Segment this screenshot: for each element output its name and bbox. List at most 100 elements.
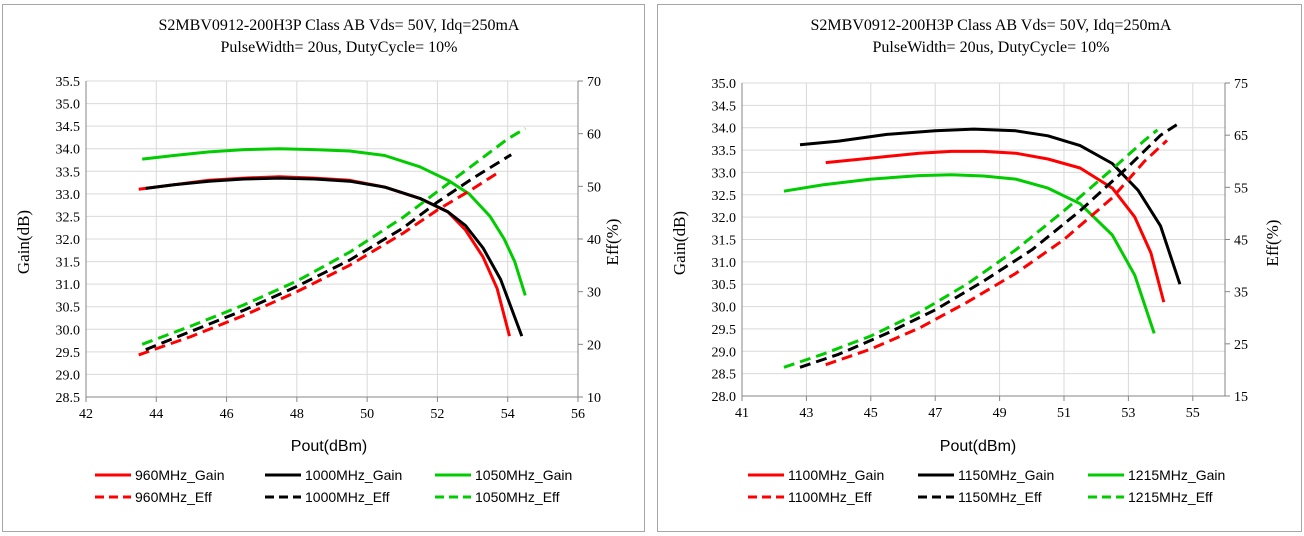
series-line-960mhz-eff — [138, 171, 499, 357]
x-tick-label: 47 — [928, 406, 942, 421]
chart-title-line2: PulseWidth= 20us, DutyCycle= 10% — [221, 39, 458, 56]
legend: 960MHz_Gain 1000MHz_Gain 1050MHz_Gain 960MH… — [95, 467, 572, 505]
legend-label: 1000MHz_Eff — [305, 489, 390, 505]
x-tick-label: 53 — [1121, 406, 1135, 421]
y-tick-label-left: 35.0 — [56, 98, 81, 113]
y-tick-label-left: 28.5 — [712, 368, 737, 383]
x-tick-label: 56 — [571, 407, 585, 422]
y-tick-label-left: 34.5 — [712, 99, 737, 114]
y-tick-label-right: 60 — [587, 128, 601, 143]
y-tick-label-right: 15 — [1234, 390, 1248, 405]
y-axis-title-right: Eff(%) — [603, 219, 622, 266]
x-tick-label: 51 — [1057, 406, 1071, 421]
y-axis-title-right: Eff(%) — [1263, 220, 1282, 267]
y-tick-label-right: 25 — [1234, 338, 1248, 353]
y-tick-label-left: 35.0 — [712, 77, 737, 92]
legend-label: 1215MHz_Gain — [1128, 467, 1225, 483]
legend-label: 1215MHz_Eff — [1128, 489, 1213, 505]
y-tick-label-left: 30.5 — [56, 301, 81, 316]
y-tick-label-right: 10 — [587, 391, 601, 406]
y-tick-label-left: 29.0 — [712, 345, 737, 360]
y-tick-label-right: 35 — [1234, 286, 1248, 301]
y-tick-label-left: 34.0 — [712, 122, 737, 137]
y-tick-label-left: 33.5 — [56, 165, 81, 180]
y-tick-label-left: 30.0 — [712, 301, 737, 316]
y-tick-label-right: 70 — [587, 75, 601, 90]
chart-svg-right: S2MBV0912-200H3P Class AB Vds= 50V, Idq=… — [670, 17, 1282, 505]
series-line-1100mhz-gain — [825, 149, 1166, 303]
legend-label: 1150MHz_Eff — [958, 489, 1042, 505]
y-tick-label-right: 50 — [587, 180, 601, 195]
y-tick-label-right: 30 — [587, 286, 601, 301]
legend-label: 1100MHz_Gain — [788, 467, 884, 483]
legend-label: 1050MHz_Gain — [475, 467, 572, 483]
y-tick-label-left: 35.5 — [56, 75, 81, 90]
chart-title-line1: S2MBV0912-200H3P Class AB Vds= 50V, Idq=… — [159, 17, 520, 34]
y-tick-label-left: 32.0 — [56, 233, 81, 248]
series-line-1100mhz-eff — [825, 139, 1169, 367]
y-tick-label-right: 45 — [1234, 234, 1248, 249]
y-tick-label-right: 65 — [1234, 129, 1248, 144]
chart-panel-left: S2MBV0912-200H3P Class AB Vds= 50V, Idq=… — [2, 4, 645, 532]
y-tick-label-left: 30.0 — [56, 323, 81, 338]
y-tick-label-left: 31.0 — [712, 256, 737, 271]
series-line-960mhz-gain — [138, 175, 511, 337]
x-tick-label: 48 — [290, 407, 304, 422]
series-line-1215mhz-gain — [783, 173, 1156, 334]
y-tick-label-left: 33.0 — [56, 188, 81, 203]
series-line-1150mhz-eff — [799, 123, 1178, 369]
y-tick-label-left: 28.0 — [712, 390, 737, 405]
series-line-1050mhz-eff — [141, 127, 527, 346]
y-tick-label-left: 30.5 — [712, 278, 737, 293]
chart-panel-right: S2MBV0912-200H3P Class AB Vds= 50V, Idq=… — [657, 4, 1302, 532]
x-tick-label: 50 — [360, 407, 374, 422]
legend: 1100MHz_Gain 1150MHz_Gain 1215MHz_Gain 1100… — [748, 467, 1225, 505]
x-tick-label: 43 — [799, 406, 813, 421]
y-tick-label-left: 28.5 — [56, 391, 81, 406]
y-tick-label-right: 75 — [1234, 77, 1248, 92]
y-tick-label-right: 20 — [587, 338, 601, 353]
x-tick-label: 54 — [501, 407, 515, 422]
y-axis-title-left: Gain(dB) — [670, 211, 689, 275]
y-tick-label-left: 31.5 — [56, 256, 81, 271]
chart-title-line2: PulseWidth= 20us, DutyCycle= 10% — [873, 39, 1110, 56]
y-tick-label-left: 33.0 — [712, 166, 737, 181]
y-axis-title-left: Gain(dB) — [14, 210, 33, 274]
chart-svg-left: S2MBV0912-200H3P Class AB Vds= 50V, Idq=… — [14, 17, 622, 505]
legend-label: 1050MHz_Eff — [475, 489, 560, 505]
x-tick-label: 41 — [735, 406, 749, 421]
x-tick-label: 49 — [993, 406, 1007, 421]
series-line-1150mhz-gain — [799, 127, 1182, 285]
y-tick-label-right: 55 — [1234, 181, 1248, 196]
y-tick-label-left: 29.0 — [56, 368, 81, 383]
y-tick-label-left: 34.0 — [56, 143, 81, 158]
series-line-1000mhz-eff — [145, 153, 512, 351]
y-tick-label-left: 32.5 — [56, 210, 81, 225]
legend-label: 1100MHz_Eff — [788, 489, 872, 505]
y-tick-label-left: 32.0 — [712, 211, 737, 226]
x-tick-label: 52 — [430, 407, 444, 422]
series-line-1050mhz-gain — [142, 147, 527, 296]
x-tick-label: 55 — [1186, 406, 1200, 421]
x-tick-label: 44 — [149, 407, 163, 422]
y-tick-label-left: 31.5 — [712, 234, 737, 249]
y-tick-label-right: 40 — [587, 233, 601, 248]
y-tick-label-left: 29.5 — [712, 323, 737, 338]
x-tick-label: 42 — [79, 407, 93, 422]
x-axis-title: Pout(dBm) — [291, 438, 367, 455]
chart-title-line1: S2MBV0912-200H3P Class AB Vds= 50V, Idq=… — [811, 17, 1172, 34]
x-tick-label: 46 — [220, 407, 234, 422]
series-line-1215mhz-eff — [783, 128, 1159, 369]
x-tick-label: 45 — [864, 406, 878, 421]
legend-label: 1150MHz_Gain — [958, 467, 1054, 483]
plot-area: 28.5 29.0 29.5 30.0 30.5 31.0 31.5 32.0 32.5 33.0… — [56, 75, 602, 422]
plot-area: 28.0 28.5 29.0 29.5 30.0 30.5 31.0 31.5 32.0 32.5… — [712, 77, 1249, 421]
y-tick-label-left: 32.5 — [712, 189, 737, 204]
series-line-1000mhz-gain — [145, 176, 524, 337]
x-axis-title: Pout(dBm) — [940, 438, 1016, 455]
legend-label: 960MHz_Gain — [135, 467, 225, 483]
y-tick-label-left: 34.5 — [56, 120, 81, 135]
y-tick-label-left: 33.5 — [712, 144, 737, 159]
legend-label: 1000MHz_Gain — [305, 467, 402, 483]
y-tick-label-left: 31.0 — [56, 278, 81, 293]
